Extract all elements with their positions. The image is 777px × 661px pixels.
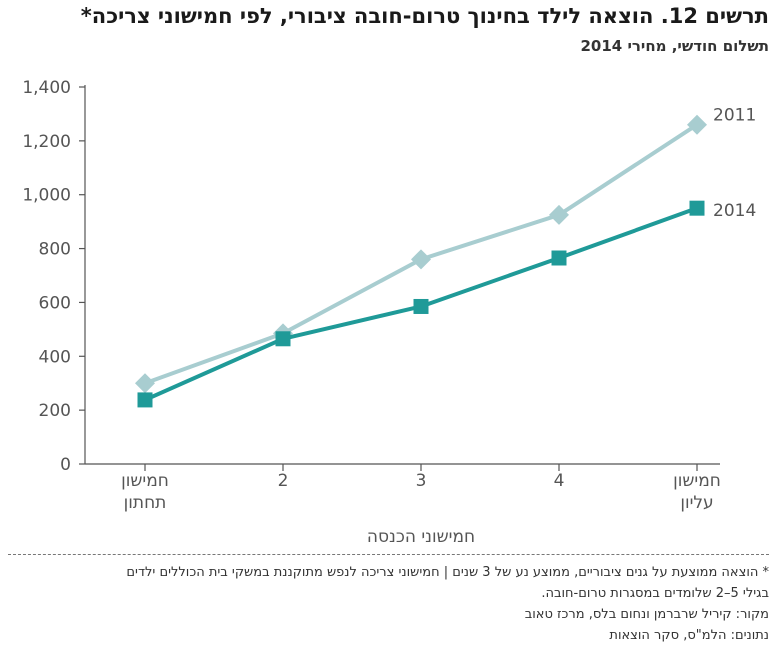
- series-label-2014: 2014: [713, 201, 756, 221]
- series-label-2011: 2011: [713, 106, 756, 126]
- footnote-line-2: בגילי 5–2 שלומדים במסגרות טרום-חובה.: [541, 586, 769, 601]
- footnotes: * הוצאה ממוצעת על גנים ציבוריים, ממוצע נ…: [9, 562, 769, 646]
- data-point-2014: [551, 250, 567, 266]
- data-point-2011: [411, 249, 431, 270]
- x-tick-label-line: חמישון: [673, 471, 721, 491]
- x-tick-label-line: חמישון: [121, 471, 169, 491]
- x-tick-label: 4: [554, 471, 565, 491]
- footnote-divider: [8, 554, 769, 555]
- x-tick-label: חמישון עליון: [673, 471, 721, 513]
- data-point-2011: [135, 373, 155, 394]
- data-point-2014: [137, 392, 153, 408]
- source-line: מקור: קיריל שרברמן ונחום בלס, מרכז טאוב: [524, 607, 769, 622]
- x-tick-label-line: 3: [416, 471, 427, 491]
- x-tick-label-line: 4: [554, 471, 565, 491]
- chart-title: תרשים 12. הוצאה לילד בחינוך טרום-חובה צי…: [80, 4, 769, 28]
- x-tick-label: 3: [416, 471, 427, 491]
- x-tick-label: 2: [278, 471, 289, 491]
- series-2014: 2014: [137, 200, 756, 408]
- x-tick-label-line: עליון: [680, 493, 713, 513]
- series-2011: 2011: [135, 106, 756, 394]
- y-tick-label: 400: [39, 347, 71, 367]
- x-tick-label: חמישון תחתון: [121, 471, 169, 513]
- chart-series: 2011 2014: [135, 106, 756, 408]
- y-tick-label: 1,000: [22, 186, 71, 206]
- data-point-2014: [413, 298, 429, 314]
- y-tick-label: 1,200: [22, 132, 71, 152]
- y-tick-label: 1,400: [22, 78, 71, 98]
- y-tick-label: 0: [60, 455, 71, 475]
- x-tick-label-line: 2: [278, 471, 289, 491]
- y-tick-label: 600: [39, 293, 71, 313]
- data-point-2014: [689, 200, 705, 216]
- chart-subtitle: תשלום חודשי, מחירי 2014: [580, 37, 770, 55]
- y-tick-label: 800: [39, 240, 71, 260]
- data-point-2011: [549, 204, 569, 225]
- x-axis-title: חמישוני הכנסה: [367, 527, 475, 547]
- x-tick-label-line: תחתון: [124, 493, 167, 513]
- data-point-2014: [275, 331, 291, 347]
- y-tick-label: 200: [39, 401, 71, 421]
- data-source-line: נתונים: הלמ"ס, סקר הוצאות: [609, 628, 769, 643]
- data-point-2011: [687, 114, 707, 135]
- footnote-line-1: * הוצאה ממוצעת על גנים ציבוריים, ממוצע נ…: [126, 565, 769, 580]
